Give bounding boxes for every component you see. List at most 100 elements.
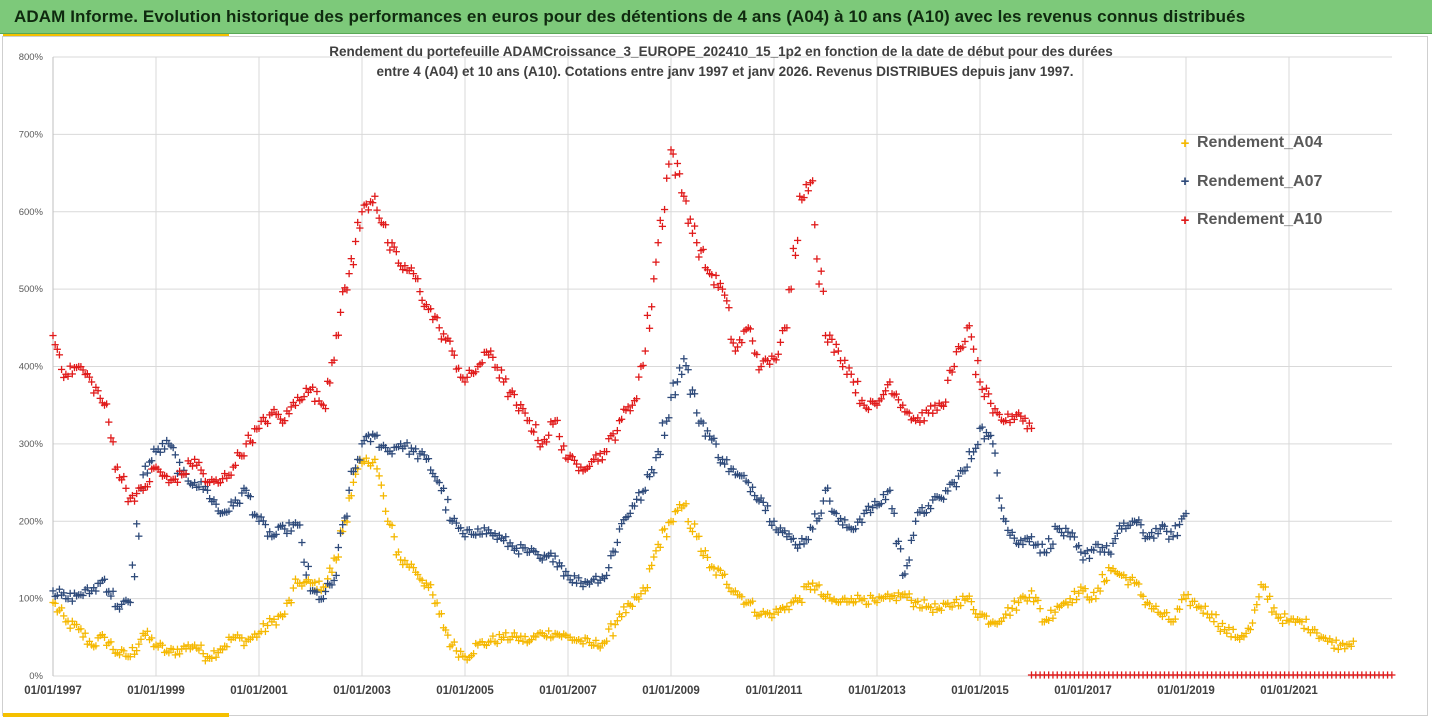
data-point: [905, 556, 913, 564]
data-point: [836, 514, 845, 523]
data-point: [922, 508, 930, 517]
data-point: [330, 576, 338, 585]
data-point: [109, 438, 117, 446]
data-point: [321, 587, 330, 596]
data-point: [444, 631, 452, 639]
data-point: [980, 435, 988, 443]
data-point: [740, 471, 748, 480]
data-point: [253, 633, 261, 641]
data-point: [723, 456, 731, 464]
data-point: [115, 605, 124, 613]
data-point: [336, 529, 345, 537]
data-point: [1075, 541, 1083, 550]
data-point: [143, 627, 152, 635]
data-point: [1212, 611, 1220, 619]
data-point: [57, 365, 66, 374]
data-point: [641, 347, 649, 355]
data-point: [927, 504, 935, 513]
data-point: [570, 572, 579, 580]
data-point: [952, 483, 960, 491]
data-point: [987, 399, 995, 408]
data-point: [195, 458, 203, 467]
data-point: [682, 362, 690, 370]
data-point: [362, 200, 370, 208]
data-point: [437, 610, 445, 618]
data-point: [120, 472, 128, 481]
data-point: [991, 449, 999, 457]
data-point: [667, 146, 675, 154]
data-point: [824, 590, 832, 598]
data-point: [236, 499, 244, 507]
data-point: [843, 370, 851, 378]
data-point: [502, 375, 510, 383]
data-point: [388, 239, 396, 247]
data-point: [1006, 611, 1014, 619]
data-point: [1341, 645, 1349, 653]
data-point: [864, 405, 873, 414]
data-point: [446, 516, 454, 524]
data-point: [437, 335, 445, 343]
data-point: [1199, 609, 1207, 617]
data-point: [553, 416, 561, 425]
data-point: [463, 373, 471, 381]
data-point: [266, 528, 274, 536]
data-point: [145, 478, 154, 486]
data-point: [1027, 587, 1036, 595]
data-point: [1184, 590, 1192, 599]
data-point: [1227, 633, 1235, 641]
data-point: [1253, 601, 1261, 609]
data-point: [663, 174, 671, 182]
data-point: [984, 390, 993, 398]
data-point: [624, 403, 632, 411]
data-point: [259, 413, 267, 422]
data-point: [774, 608, 782, 616]
data-point: [592, 572, 600, 581]
data-point: [195, 483, 203, 491]
data-point: [388, 521, 396, 530]
data-point: [304, 576, 312, 584]
data-point: [454, 653, 463, 661]
data-point: [412, 445, 420, 453]
data-point: [1049, 614, 1057, 622]
data-point: [1010, 597, 1018, 605]
data-point: [905, 590, 913, 598]
data-point: [227, 635, 235, 644]
data-point: [1010, 415, 1018, 424]
data-point: [98, 576, 106, 585]
data-point: [596, 644, 604, 652]
data-point: [954, 472, 963, 480]
data-point: [912, 517, 920, 525]
data-point: [967, 455, 976, 463]
data-point: [339, 288, 347, 296]
data-point: [523, 548, 531, 557]
data-point: [748, 483, 757, 491]
data-point: [1012, 539, 1021, 547]
data-point: [660, 205, 669, 214]
data-point: [66, 362, 74, 370]
data-point: [1030, 598, 1038, 606]
data-point: [148, 457, 156, 465]
data-point: [592, 636, 600, 644]
data-point: [1051, 608, 1059, 616]
data-point: [328, 568, 336, 576]
data-point: [884, 381, 892, 389]
data-point: [811, 510, 819, 518]
data-point: [656, 216, 664, 225]
data-point: [225, 507, 233, 515]
data-point: [611, 620, 619, 629]
data-point: [841, 516, 849, 524]
data-point: [961, 596, 969, 604]
data-point: [508, 542, 516, 550]
data-point: [864, 600, 873, 608]
data-point: [1120, 519, 1128, 527]
data-point: [493, 535, 501, 543]
data-point: [377, 481, 385, 489]
data-point: [343, 286, 351, 294]
data-point: [703, 427, 712, 435]
x-tick-label: 01/01/2013: [848, 685, 906, 697]
data-point: [92, 587, 100, 595]
data-point: [351, 464, 360, 472]
data-point: [534, 436, 542, 445]
series-Rendement_A10: [49, 146, 1036, 506]
data-point: [553, 563, 561, 571]
